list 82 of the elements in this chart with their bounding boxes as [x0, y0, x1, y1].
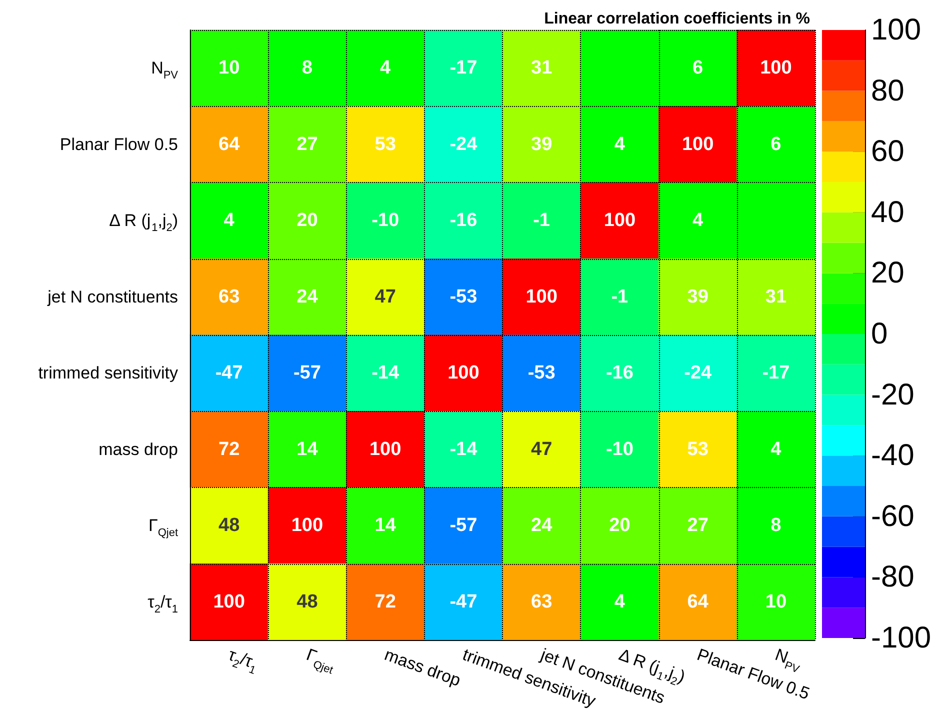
color-bar-label: 20 [871, 256, 904, 290]
y-tick-label: trimmed sensitivity [38, 364, 178, 383]
data-label: 100 [604, 210, 636, 232]
data-label: 6 [692, 58, 704, 79]
data-label: 4 [770, 438, 782, 460]
data-label: -24 [450, 134, 478, 155]
data-label: 8 [770, 515, 782, 536]
color-bar-label: 80 [871, 74, 904, 108]
data-label: -57 [293, 362, 321, 384]
y-tick-label: mass drop [98, 440, 178, 459]
data-label: 27 [687, 515, 708, 536]
data-label: 31 [530, 58, 553, 79]
data-label: 4 [380, 58, 392, 79]
data-label: 100 [448, 362, 480, 384]
data-label: 72 [374, 591, 396, 612]
data-label: 100 [526, 286, 558, 308]
data-label: -14 [372, 362, 400, 384]
data-label: 31 [765, 286, 787, 308]
color-bar-label: 60 [871, 135, 904, 168]
color-bar-label: -20 [871, 378, 914, 412]
color-bar-label: 100 [871, 14, 922, 46]
color-bar-label: -40 [871, 439, 914, 472]
data-label: -10 [606, 438, 634, 460]
data-label: 8 [302, 58, 312, 79]
data-label: 100 [291, 515, 324, 536]
data-label: -14 [450, 438, 478, 460]
data-label: 24 [296, 286, 318, 308]
data-label: -47 [450, 591, 478, 612]
data-label: 63 [218, 286, 240, 308]
data-label: 100 [760, 58, 792, 79]
data-label: 4 [614, 134, 626, 155]
data-label: -17 [450, 58, 478, 79]
data-label: -16 [606, 362, 634, 384]
data-label: 48 [296, 591, 318, 612]
data-label: -17 [762, 362, 790, 384]
data-label: 6 [770, 134, 782, 155]
y-tick-label: Planar Flow 0.5 [60, 134, 178, 154]
data-label: -53 [450, 286, 478, 308]
data-label: 48 [218, 515, 240, 536]
data-label: -1 [611, 286, 629, 308]
data-label: -57 [450, 515, 478, 536]
x-tick-label: ΓQjet [304, 645, 334, 677]
data-label: 20 [609, 515, 630, 536]
x-tick-label: NPV [772, 645, 802, 676]
data-label: 64 [687, 591, 709, 612]
data-label: 47 [530, 438, 552, 460]
data-label: 24 [530, 515, 553, 536]
data-label: -24 [684, 362, 712, 384]
color-bar-label: 40 [871, 196, 904, 229]
data-label: 27 [296, 134, 318, 155]
data-label: -53 [528, 362, 556, 384]
data-label: 53 [687, 438, 708, 460]
data-label: 53 [374, 134, 396, 155]
x-tick-label: mass drop [382, 645, 464, 690]
data-label: 63 [530, 591, 552, 612]
color-bar-label: -100 [871, 622, 932, 654]
data-label: 10 [218, 58, 240, 79]
data-label: 72 [218, 438, 240, 460]
data-label: 14 [374, 515, 396, 536]
data-label: -47 [215, 362, 243, 384]
data-label: 14 [296, 438, 318, 460]
data-label: 64 [218, 134, 240, 155]
data-label: 100 [682, 134, 714, 155]
color-bar-label: 0 [871, 318, 888, 350]
data-label: 47 [374, 286, 396, 308]
y-tick-label: jet N constituents [46, 287, 178, 306]
x-tick-label: τ2/τ1 [226, 645, 258, 678]
chart-title: Linear correlation coefficients in % [544, 10, 810, 28]
data-label: 100 [213, 591, 245, 612]
data-label: -16 [450, 210, 478, 232]
data-label: 20 [296, 210, 318, 232]
data-label: -10 [372, 210, 400, 232]
data-label: 4 [224, 210, 235, 232]
data-label: -1 [533, 210, 550, 232]
data-label: 39 [530, 134, 552, 155]
color-bar-label: -80 [871, 560, 914, 594]
data-label: 39 [687, 286, 708, 308]
color-bar-label: -60 [871, 500, 914, 533]
data-label: 4 [614, 591, 626, 612]
data-label: 4 [692, 210, 704, 232]
data-label: 10 [765, 591, 787, 612]
data-label: 100 [369, 438, 402, 460]
